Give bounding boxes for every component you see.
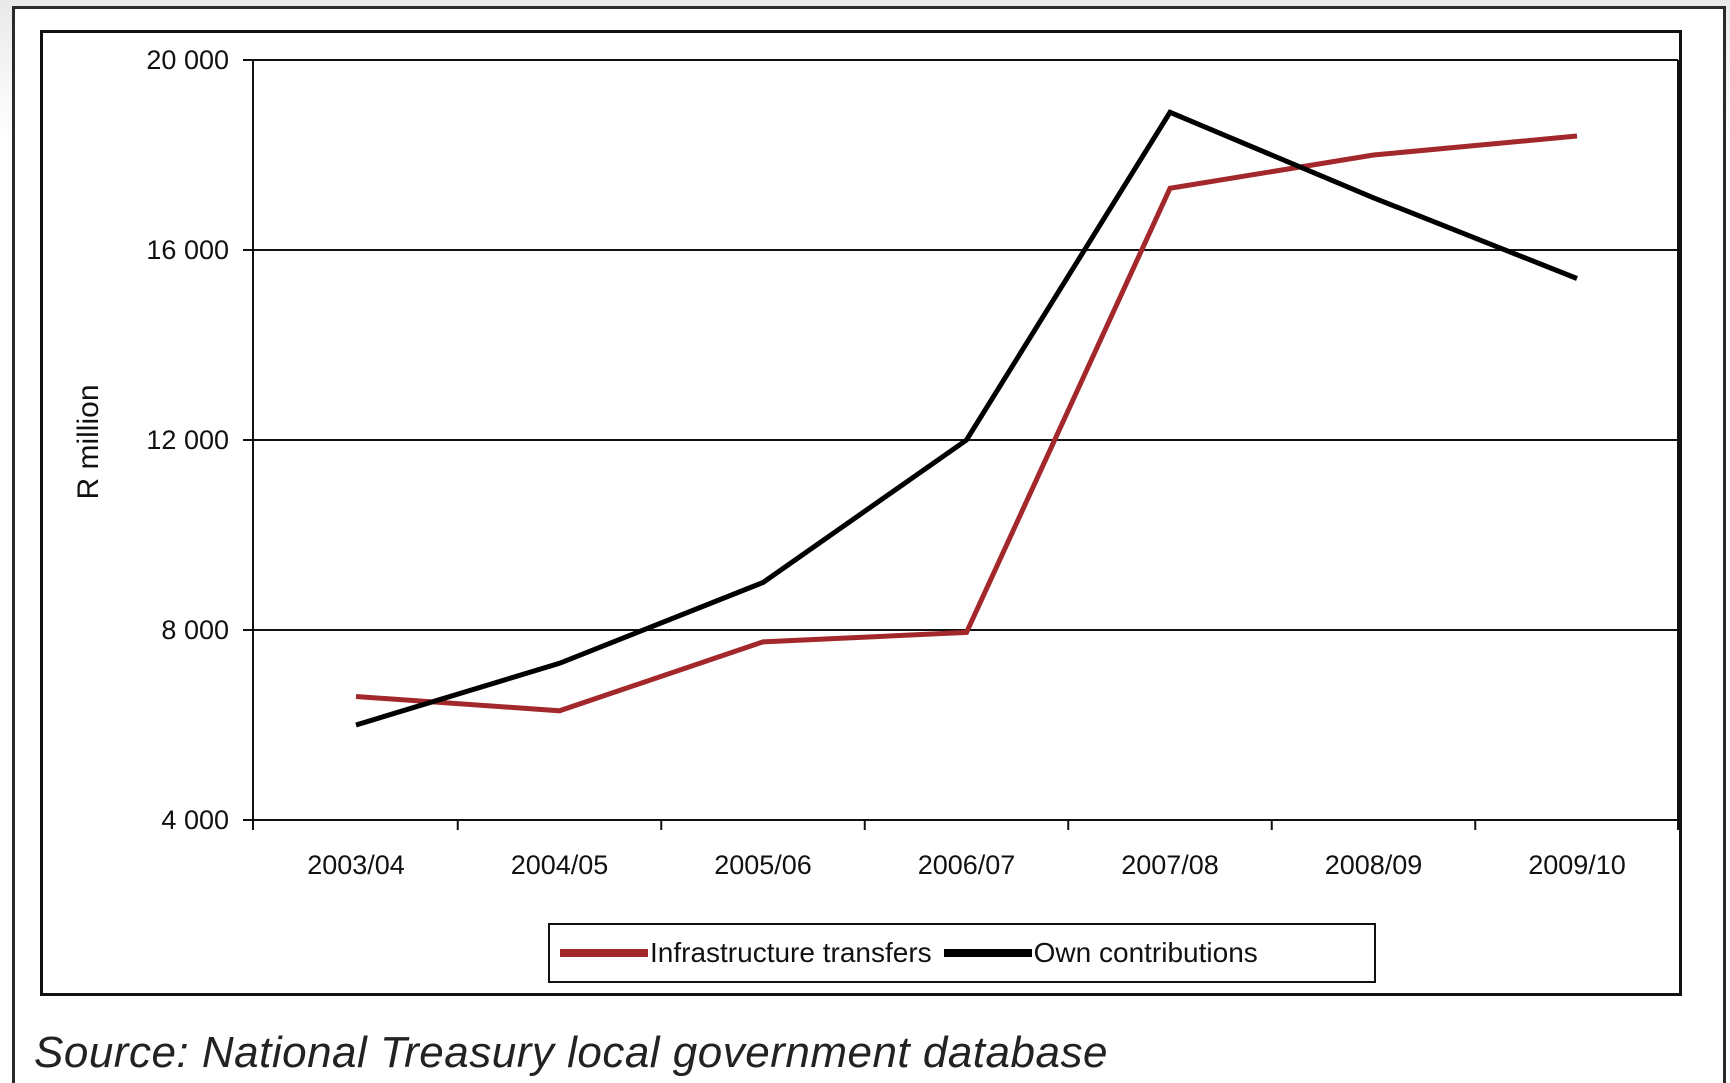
y-tick-labels: 4 000 8 000 12 000 16 000 20 000 bbox=[146, 45, 229, 835]
y-tick-label: 12 000 bbox=[146, 425, 229, 455]
series-lines bbox=[355, 109, 1578, 728]
x-tick-label: 2003/04 bbox=[307, 850, 405, 880]
legend-swatch bbox=[943, 949, 1032, 957]
source-note: Source: National Treasury local governme… bbox=[34, 1028, 1108, 1077]
x-tick-label: 2007/08 bbox=[1121, 850, 1219, 880]
series-line-0 bbox=[355, 133, 1578, 714]
y-axis-title: R million bbox=[72, 384, 105, 499]
x-tick-labels: 2003/04 2004/05 2005/06 2006/07 2007/08 2008/… bbox=[307, 850, 1626, 880]
legend: Infrastructure transfers Own contribution… bbox=[548, 923, 1376, 983]
x-tick-label: 2006/07 bbox=[918, 850, 1016, 880]
legend-item: Infrastructure transfers bbox=[560, 937, 932, 969]
x-tick-label: 2009/10 bbox=[1528, 850, 1626, 880]
legend-label: Infrastructure transfers bbox=[650, 937, 932, 968]
axes bbox=[243, 59, 1679, 830]
legend-item: Own contributions bbox=[943, 937, 1258, 969]
legend-swatch bbox=[560, 949, 648, 957]
x-tick-label: 2008/09 bbox=[1325, 850, 1423, 880]
y-tick-label: 20 000 bbox=[146, 45, 229, 75]
legend-label: Own contributions bbox=[1033, 937, 1258, 968]
x-tick-label: 2005/06 bbox=[714, 850, 812, 880]
x-tick-label: 2004/05 bbox=[511, 850, 609, 880]
y-tick-label: 8 000 bbox=[161, 615, 229, 645]
y-tick-label: 4 000 bbox=[161, 805, 229, 835]
y-tick-label: 16 000 bbox=[146, 235, 229, 265]
